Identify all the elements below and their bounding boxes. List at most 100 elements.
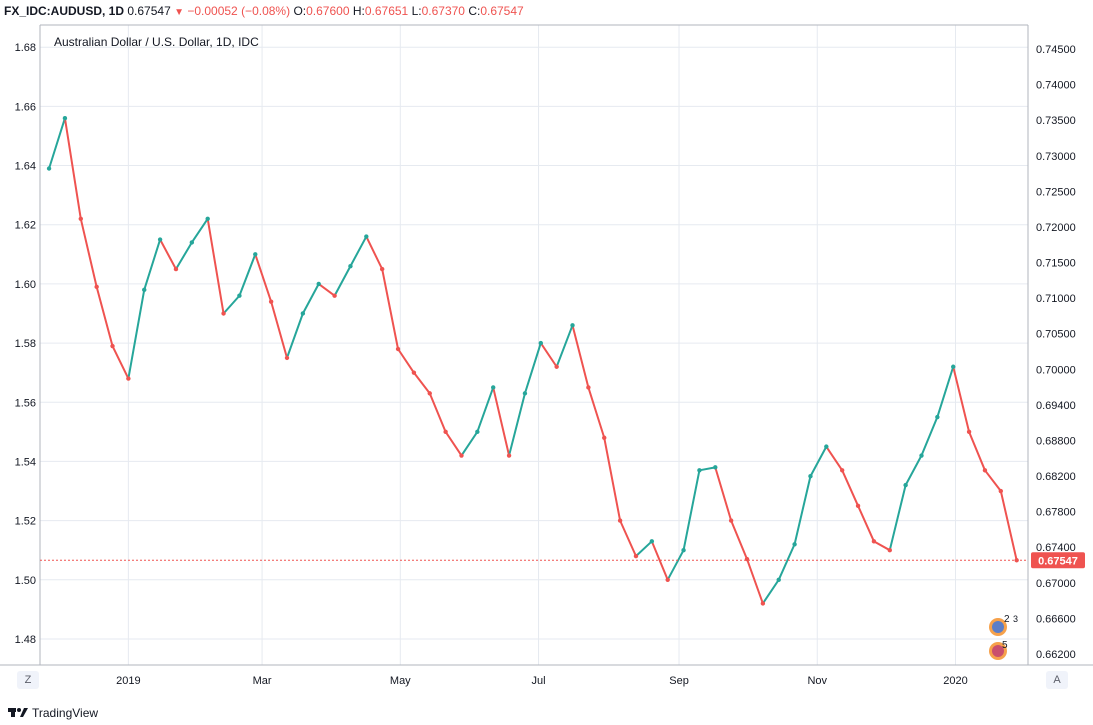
close-value: 0.67547 — [480, 4, 524, 18]
price-point — [649, 539, 655, 544]
high-label: H: — [352, 4, 365, 18]
price-point — [951, 364, 956, 369]
price-point — [268, 299, 274, 304]
right-axis-tick-label: 0.66600 — [1036, 613, 1076, 625]
price-point — [427, 391, 432, 396]
price-point — [443, 429, 448, 435]
price-point — [379, 266, 385, 272]
price-point — [110, 343, 115, 349]
price-segment — [952, 365, 971, 433]
right-price-axis[interactable]: 0.74500 0.74000 0.73500 0.73000 0.72500 0.720… — [1036, 44, 1076, 661]
price-point — [760, 601, 766, 606]
flag-icon — [992, 621, 1004, 633]
right-axis-tick-label: 0.72000 — [1036, 222, 1076, 234]
symbol-header: FX_IDC:AUDUSD, 1D 0.67547 ▼ −0.00052 (−0… — [0, 0, 1093, 22]
price-segment — [857, 504, 875, 543]
price-segment — [111, 345, 130, 380]
chart-title: Australian Dollar / U.S. Dollar, 1D, IDC — [54, 35, 259, 49]
price-segment — [682, 469, 701, 552]
time-axis-tick-label: May — [390, 675, 411, 687]
auto-scale-button[interactable]: A — [1046, 671, 1068, 689]
price-segment — [603, 436, 622, 522]
last-price-tag-label: 0.67547 — [1038, 555, 1078, 567]
right-axis-tick-label: 0.67800 — [1036, 507, 1076, 519]
price-segment — [143, 238, 162, 291]
price-point — [935, 414, 940, 420]
price-point — [46, 166, 52, 171]
price-segment — [349, 235, 368, 268]
price-segment — [95, 285, 114, 348]
symbol-label: FX_IDC:AUDUSD, 1D — [4, 4, 125, 18]
right-axis-tick-label: 0.68800 — [1036, 435, 1076, 447]
price-point — [475, 429, 480, 435]
price-segment — [650, 540, 669, 581]
price-segment — [460, 430, 479, 457]
price-segment — [159, 238, 177, 271]
price-point — [94, 284, 99, 290]
left-axis-tick-label: 1.50 — [15, 575, 36, 587]
price-point — [364, 234, 369, 239]
price-point — [728, 518, 734, 523]
price-segment — [793, 475, 812, 546]
right-axis-tick-label: 0.71000 — [1036, 293, 1076, 305]
price-segment — [190, 217, 209, 244]
price-point — [919, 453, 924, 458]
right-axis-tick-label: 0.74000 — [1036, 80, 1076, 92]
price-point — [554, 364, 559, 369]
price-segment — [365, 235, 384, 271]
price-point — [697, 468, 702, 473]
price-point — [586, 385, 591, 390]
price-segment — [476, 386, 495, 433]
price-point — [506, 453, 512, 458]
left-axis-tick-label: 1.64 — [15, 161, 36, 173]
event-count-b: 3 — [1013, 614, 1018, 624]
tradingview-logo-icon — [8, 703, 28, 725]
price-point — [808, 474, 813, 479]
price-point — [157, 237, 163, 242]
right-axis-tick-label: 0.70000 — [1036, 364, 1076, 376]
left-price-axis[interactable]: 1.48 1.50 1.52 1.54 1.56 1.58 1.60 1.62 1.64 1.66… — [15, 42, 36, 646]
price-point — [284, 355, 290, 361]
price-segment — [270, 300, 288, 359]
price-segment — [286, 312, 304, 359]
left-axis-tick-label: 1.60 — [15, 279, 36, 291]
price-point — [126, 376, 131, 381]
price-segment — [698, 466, 717, 472]
scale-z-button[interactable]: Z — [17, 671, 39, 689]
time-axis[interactable]: 2019 Mar May Jul Sep Nov 2020 — [116, 675, 968, 687]
price-segment — [79, 217, 98, 288]
price-point — [395, 346, 401, 352]
price-segment — [555, 324, 574, 368]
price-segment — [254, 253, 273, 303]
price-segment — [825, 445, 844, 472]
price-segment — [936, 365, 955, 419]
time-axis-tick-label: Mar — [253, 675, 272, 687]
price-point — [570, 323, 575, 328]
price-point — [998, 488, 1004, 494]
price-point — [617, 518, 623, 523]
price-segment — [412, 371, 431, 395]
right-axis-tick-label: 0.73500 — [1036, 115, 1076, 127]
price-point — [459, 453, 464, 458]
price-point — [824, 444, 829, 449]
price-segment — [761, 578, 780, 605]
price-segment — [666, 549, 685, 581]
left-axis-tick-label: 1.66 — [15, 101, 36, 113]
price-segment — [587, 386, 606, 439]
price-segment — [523, 342, 542, 395]
price-segment — [238, 253, 257, 297]
price-point — [332, 293, 337, 298]
price-segment — [809, 445, 828, 478]
left-axis-tick-label: 1.56 — [15, 397, 36, 409]
price-point — [348, 263, 353, 269]
price-segment — [444, 430, 463, 457]
event-marker-group[interactable]: 2 3 5 — [989, 614, 1018, 660]
price-point — [538, 340, 543, 346]
price-segment — [174, 241, 193, 271]
price-segment — [920, 416, 939, 457]
price-point — [62, 116, 68, 121]
price-point — [522, 391, 528, 396]
price-segment — [777, 543, 796, 581]
down-arrow-icon: ▼ — [174, 7, 184, 18]
price-chart[interactable]: Australian Dollar / U.S. Dollar, 1D, IDC… — [0, 22, 1093, 702]
